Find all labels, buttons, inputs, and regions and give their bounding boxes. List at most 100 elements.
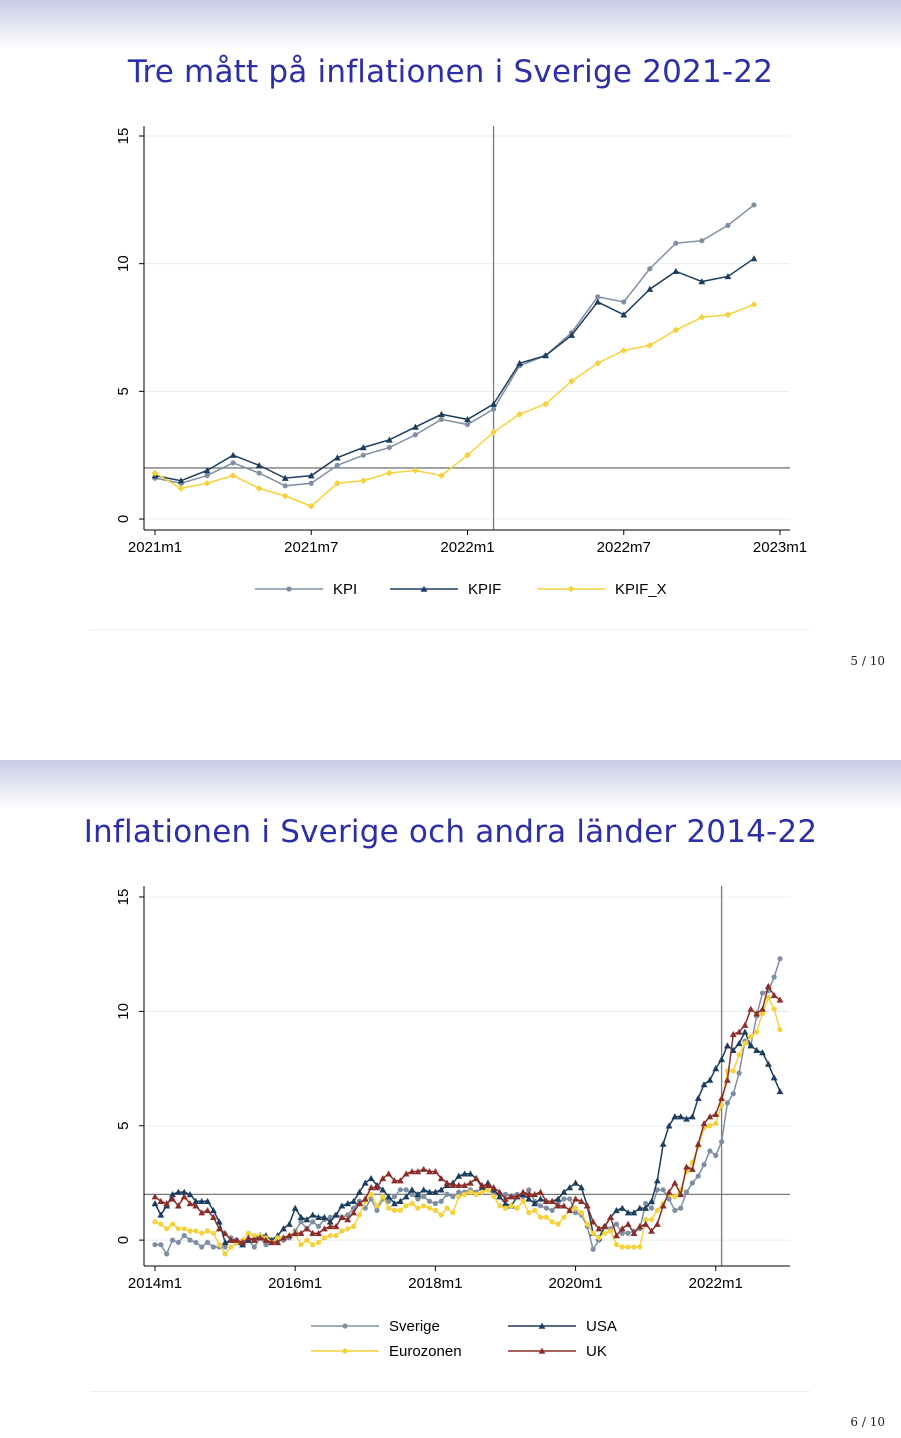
data-point xyxy=(770,991,778,999)
data-point xyxy=(391,1200,398,1207)
data-point xyxy=(198,1209,206,1216)
data-point xyxy=(282,483,288,489)
data-point xyxy=(420,1165,428,1172)
data-point xyxy=(204,1239,211,1246)
data-point xyxy=(560,1188,568,1195)
data-point xyxy=(321,1235,327,1241)
data-point xyxy=(303,1216,311,1223)
data-point xyxy=(152,1219,158,1225)
data-point xyxy=(572,1210,579,1216)
data-point xyxy=(432,1207,438,1213)
data-point xyxy=(180,1193,188,1200)
data-point xyxy=(718,1094,725,1102)
data-point xyxy=(464,421,471,428)
slide-6: Inflationen i Sverige och andra länder 2… xyxy=(0,760,901,1438)
data-point xyxy=(537,1214,544,1220)
data-point xyxy=(297,1213,305,1220)
data-point xyxy=(198,1197,206,1204)
data-point xyxy=(683,1163,690,1170)
data-point xyxy=(199,1230,205,1236)
data-point xyxy=(516,410,523,418)
data-point xyxy=(537,1188,544,1195)
data-point xyxy=(754,1029,760,1035)
data-point xyxy=(736,1052,742,1058)
data-point xyxy=(175,1226,181,1232)
legend-marker xyxy=(420,585,428,592)
data-point xyxy=(594,359,602,367)
data-point xyxy=(701,1162,707,1168)
data-point xyxy=(688,1113,696,1120)
data-point xyxy=(707,1123,713,1129)
data-point xyxy=(262,1236,270,1243)
data-point xyxy=(256,470,262,476)
data-point xyxy=(625,1230,631,1236)
data-point xyxy=(320,1213,328,1220)
data-point xyxy=(391,1207,398,1213)
data-point xyxy=(672,267,680,275)
data-point xyxy=(526,1187,532,1193)
data-point xyxy=(391,1177,398,1184)
data-point xyxy=(320,1225,328,1232)
data-point xyxy=(532,1207,538,1213)
data-point xyxy=(332,1223,340,1230)
data-point xyxy=(315,1213,322,1220)
data-point xyxy=(753,1010,761,1017)
data-point xyxy=(695,1173,701,1179)
data-point xyxy=(315,1223,322,1229)
data-point xyxy=(654,1187,660,1193)
data-point xyxy=(151,469,159,477)
y-tick-label: 5 xyxy=(115,387,132,395)
data-point xyxy=(568,331,576,338)
data-point xyxy=(297,1229,305,1236)
data-point xyxy=(385,1193,393,1200)
data-point xyxy=(537,1195,544,1202)
data-point xyxy=(713,1120,719,1127)
data-point xyxy=(222,1251,228,1257)
data-point xyxy=(379,1174,387,1182)
data-point xyxy=(174,1188,182,1195)
data-point xyxy=(777,1027,783,1033)
series-usa xyxy=(151,1028,784,1248)
data-point xyxy=(356,1188,363,1195)
data-point xyxy=(525,1195,533,1202)
data-point xyxy=(461,1191,468,1197)
y-tick-label: 5 xyxy=(115,1122,132,1130)
data-point xyxy=(263,1242,269,1248)
data-point xyxy=(174,1202,182,1209)
data-point xyxy=(438,416,445,423)
data-point xyxy=(566,1206,574,1214)
page-number: 6 / 10 xyxy=(850,1415,885,1429)
data-point xyxy=(455,1181,463,1188)
series-line xyxy=(154,984,781,1244)
data-point xyxy=(210,1206,217,1214)
data-point xyxy=(490,400,497,407)
data-point xyxy=(169,1195,176,1202)
data-point xyxy=(694,1140,702,1147)
data-point xyxy=(412,467,419,474)
data-point xyxy=(438,472,445,479)
data-point xyxy=(698,278,706,285)
y-tick-label: 10 xyxy=(115,1003,132,1020)
data-point xyxy=(688,1165,696,1172)
series-line xyxy=(154,204,755,487)
data-point xyxy=(659,1140,667,1147)
data-point xyxy=(595,294,601,300)
data-point xyxy=(706,1076,714,1083)
data-point xyxy=(747,1042,755,1049)
data-point xyxy=(618,1204,626,1211)
data-point xyxy=(472,1174,480,1182)
data-point xyxy=(307,472,315,479)
data-point xyxy=(653,1220,661,1227)
legend-label: KPIF xyxy=(468,581,501,598)
data-point xyxy=(516,359,523,366)
data-point xyxy=(298,1219,304,1225)
data-point xyxy=(338,1213,346,1220)
data-point xyxy=(350,1209,357,1216)
data-point xyxy=(654,1207,660,1213)
series-kpif xyxy=(151,255,758,484)
data-point xyxy=(432,1200,438,1207)
data-point xyxy=(467,1189,474,1195)
data-point xyxy=(461,1170,468,1177)
data-point xyxy=(181,1232,187,1239)
data-point xyxy=(204,1228,211,1234)
